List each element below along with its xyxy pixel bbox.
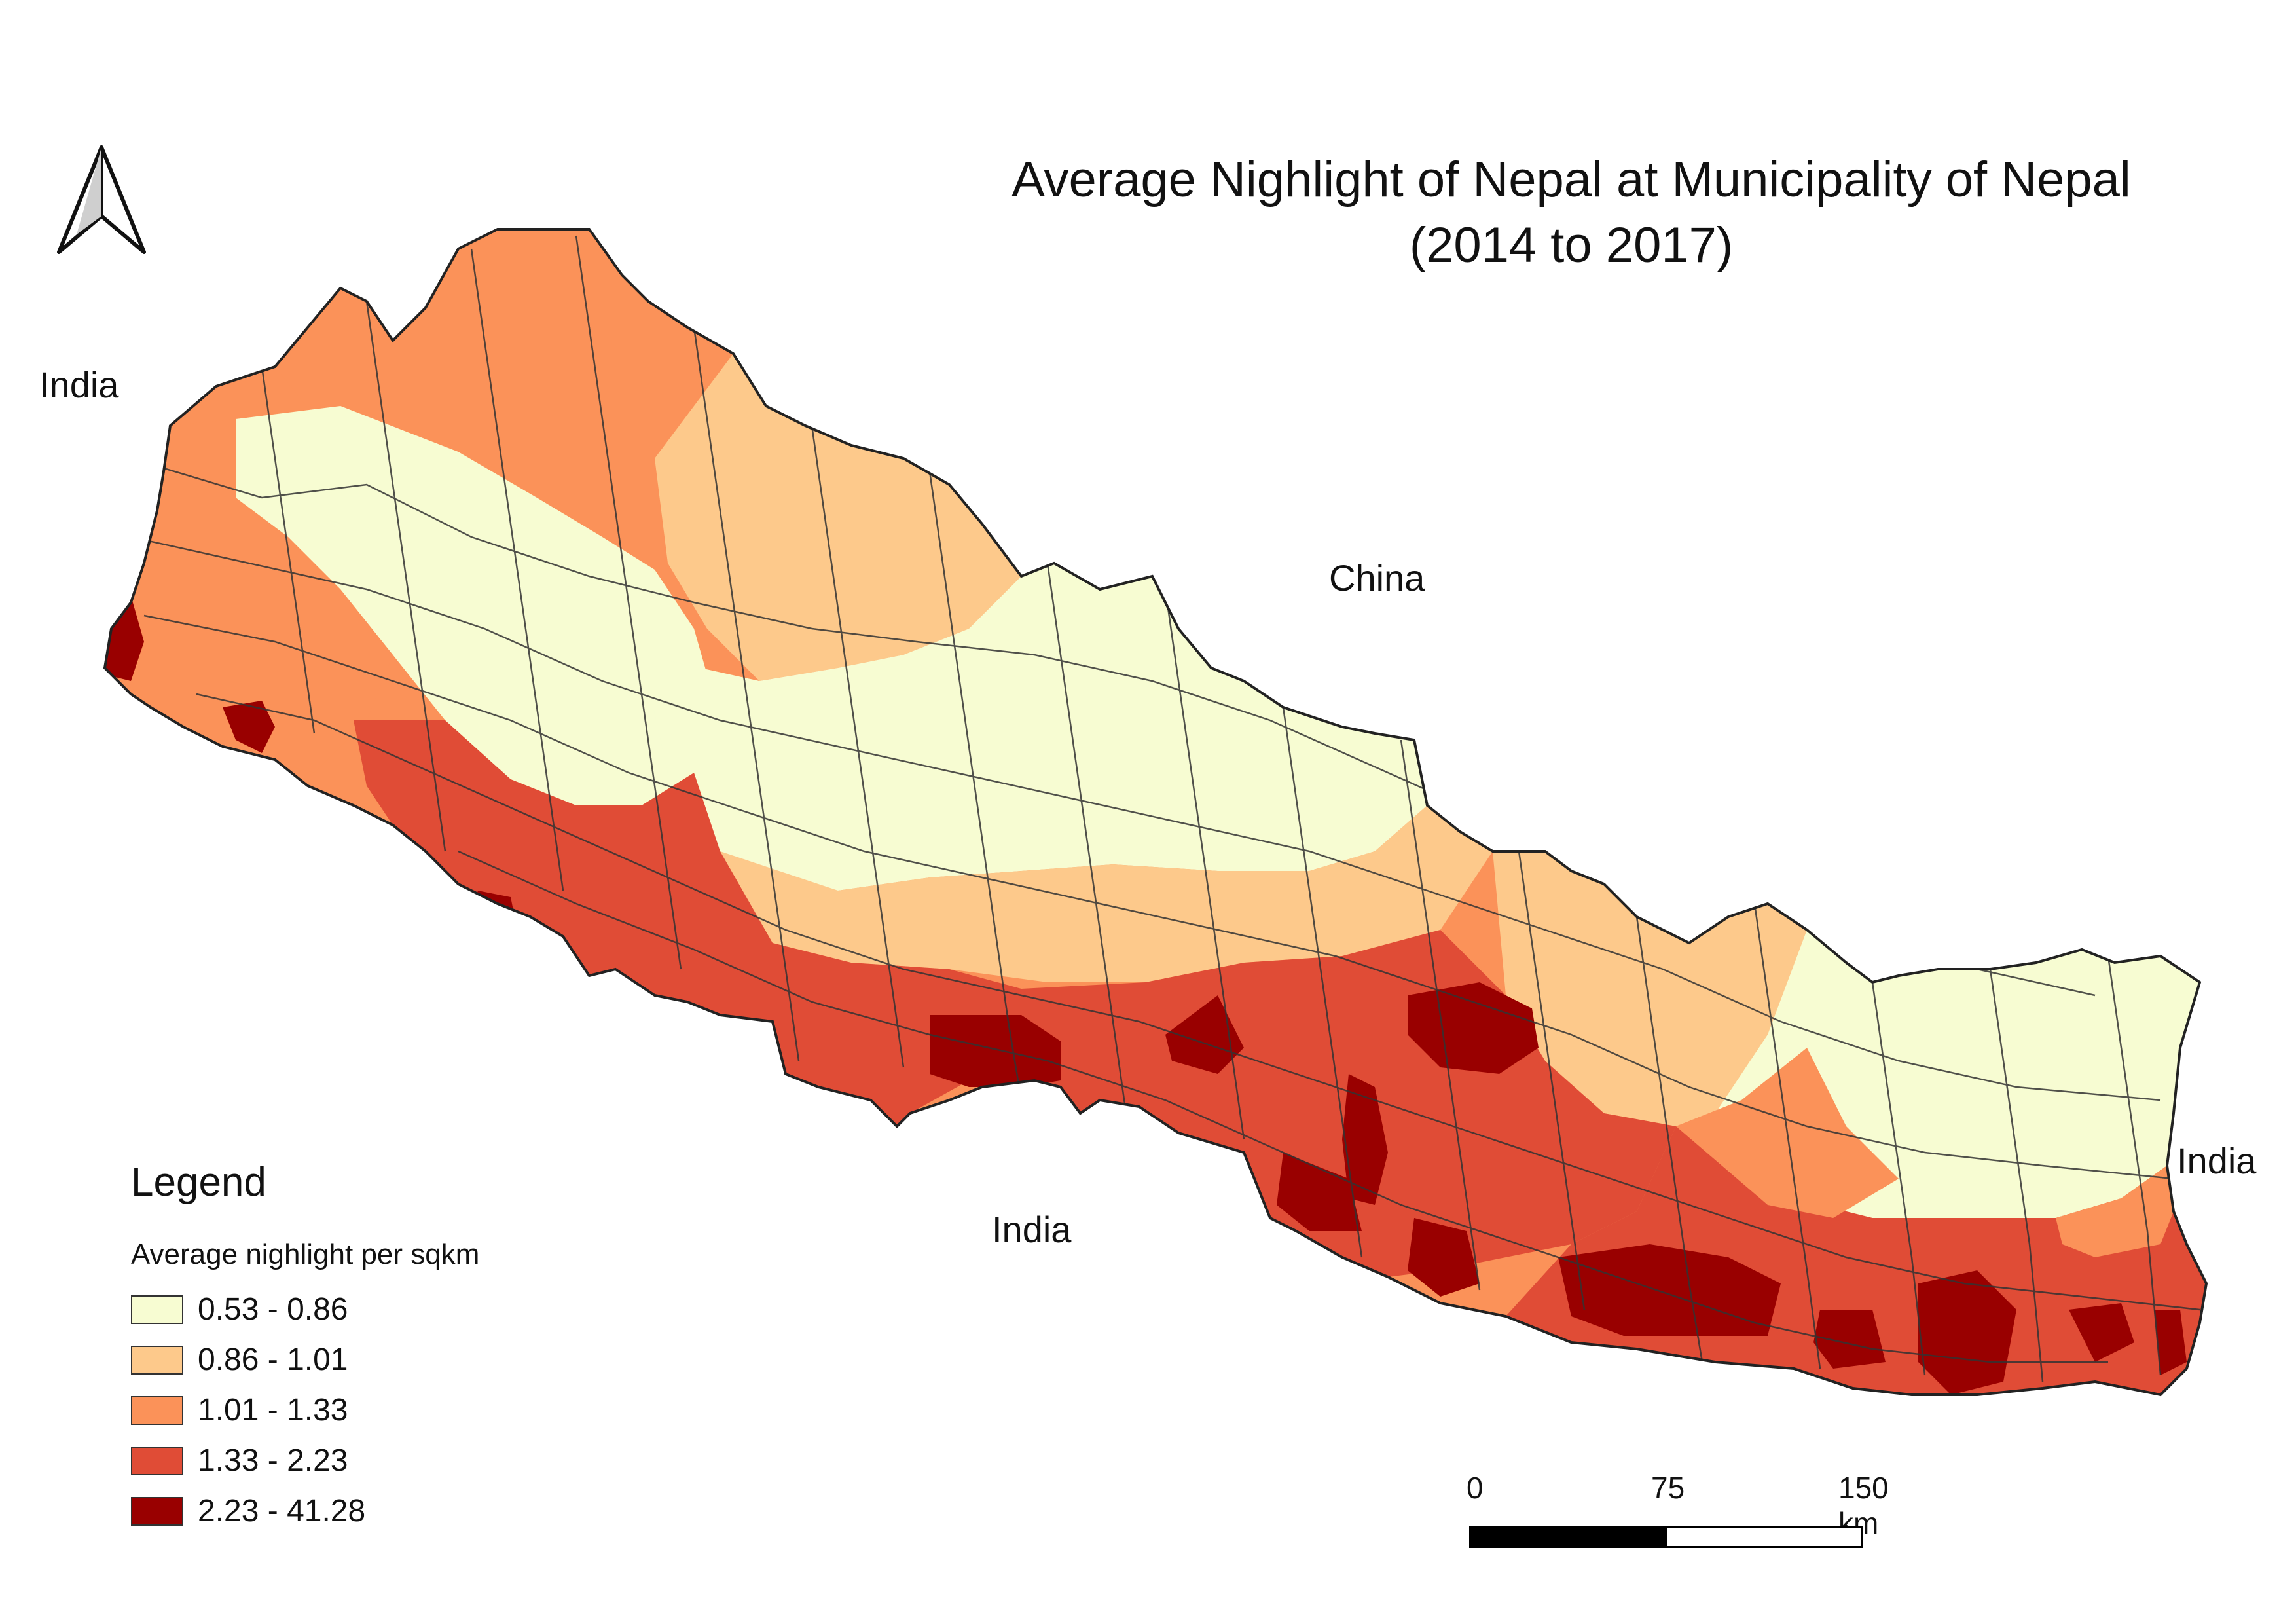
scale-segment-black <box>1469 1526 1667 1548</box>
legend-item: 2.23 - 41.28 <box>131 1486 479 1536</box>
region-class5-bharatpur <box>1165 995 1244 1074</box>
region-class5-butwal-bhairahawa <box>930 1015 1061 1087</box>
region-class5-damak <box>2069 1303 2134 1362</box>
region-class5-janakpur-cluster <box>1408 1218 1480 1297</box>
legend-swatch-3 <box>131 1395 183 1425</box>
legend-label: 1.01 - 1.33 <box>198 1393 348 1428</box>
region-class4-west-terai <box>354 720 1021 1126</box>
legend-item: 1.33 - 2.23 <box>131 1435 479 1486</box>
region-class1-west <box>236 406 720 805</box>
scale-segment-white <box>1665 1526 1863 1548</box>
scale-label-0: 0 <box>1467 1471 1484 1505</box>
label-india-south: India <box>992 1209 1072 1250</box>
legend-title: Legend <box>131 1160 266 1205</box>
region-class3-far-west <box>105 419 393 773</box>
nepal-outline <box>103 228 2208 1397</box>
map-title-line1: Average Nighlight of Nepal at Municipali… <box>1011 152 2131 208</box>
region-class5-jhapa <box>2154 1310 2187 1375</box>
region-class5-biratnagar <box>1918 1270 2016 1395</box>
legend-swatch-5 <box>131 1496 183 1526</box>
region-class3-east-edge <box>2056 1166 2174 1257</box>
legend-label: 2.23 - 41.28 <box>198 1494 366 1528</box>
legend-swatch-1 <box>131 1295 183 1324</box>
label-india-west: India <box>39 364 119 405</box>
legend-item: 1.01 - 1.33 <box>131 1385 479 1435</box>
north-arrow-icon <box>57 145 146 254</box>
legend-item: 0.53 - 0.86 <box>131 1284 479 1335</box>
scale-label-75: 75 <box>1651 1471 1685 1505</box>
legend-subtitle: Average nighlight per sqkm <box>131 1238 480 1270</box>
legend-item: 0.86 - 1.01 <box>131 1335 479 1385</box>
label-india-east: India <box>2177 1140 2257 1181</box>
region-class5-lahan <box>1813 1310 1886 1369</box>
scale-bar: 0 75 150 km <box>1467 1470 1889 1562</box>
legend-label: 0.53 - 0.86 <box>198 1292 348 1327</box>
legend-label: 1.33 - 2.23 <box>198 1443 348 1478</box>
region-highland-far-west <box>275 229 733 471</box>
map-title-line2: (2014 to 2017) <box>1409 217 1734 273</box>
region-class5-hetauda <box>1342 1074 1388 1205</box>
region-class5-kathmandu <box>1408 982 1539 1074</box>
legend-label: 0.86 - 1.01 <box>198 1342 348 1377</box>
region-class1-central <box>642 563 1427 891</box>
legend-swatch-4 <box>131 1446 183 1475</box>
label-china: China <box>1329 557 1425 599</box>
region-class5-birgunj <box>1277 1153 1362 1231</box>
region-class2-north-central <box>655 354 1021 681</box>
map-title: Average Nighlight of Nepal at Municipali… <box>851 147 2291 278</box>
region-class2-central-band <box>720 805 1493 982</box>
scale-label-150: 150 km <box>1838 1471 1889 1540</box>
region-class5-dhangadhi <box>223 701 275 753</box>
legend: Legend Average nighlight per sqkm 0.53 -… <box>131 1159 479 1536</box>
legend-swatch-2 <box>131 1345 183 1375</box>
